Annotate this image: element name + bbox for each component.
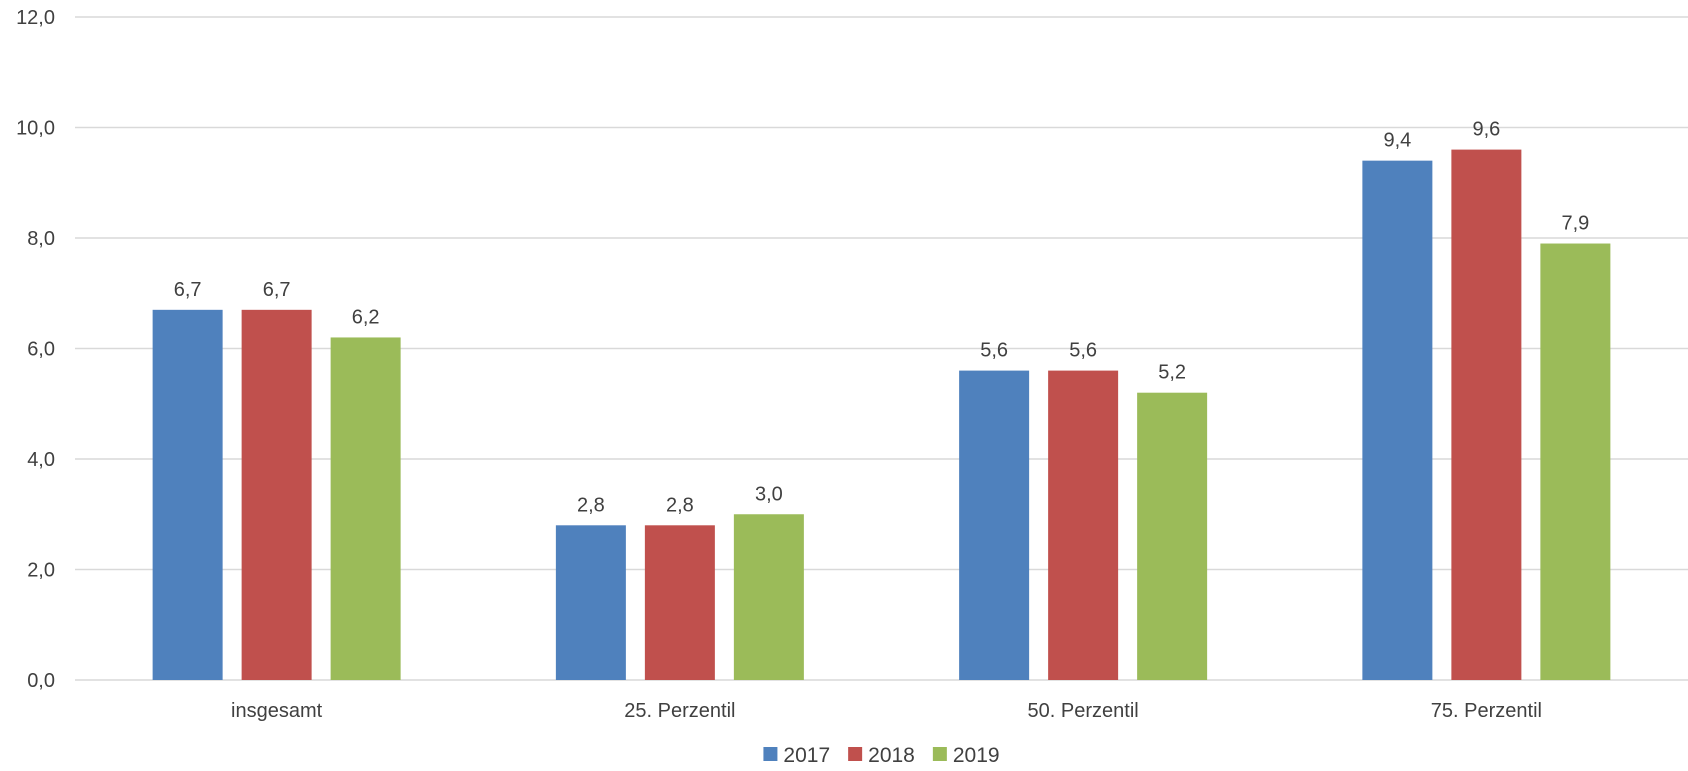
bar-2019-1	[733, 514, 804, 680]
data-labels: 6,7 6,7 6,2 2,8 2,8 3,0 5,6 5,6 5,2 9,4 9,6 7,9	[174, 119, 1590, 517]
legend: 2017 2018 2019	[763, 744, 1000, 767]
category-label: 50. Perzentil	[1028, 700, 1139, 722]
bar-2017-0	[152, 309, 223, 680]
legend-item-2017: 2017	[763, 744, 830, 767]
legend-swatch	[763, 747, 778, 761]
data-label: 9,6	[1472, 119, 1500, 141]
y-tick-label: 10,0	[16, 118, 55, 140]
bar-2018-0	[241, 309, 312, 680]
data-label: 9,4	[1383, 130, 1411, 152]
y-tick-label: 0,0	[27, 670, 55, 692]
legend-item-2019: 2019	[932, 744, 1000, 767]
bar-2019-3	[1540, 243, 1611, 680]
data-label: 5,6	[1069, 340, 1097, 362]
data-label: 6,7	[174, 279, 202, 301]
legend-item-2018: 2018	[848, 744, 915, 767]
bars	[152, 149, 1611, 681]
data-label: 5,2	[1158, 362, 1186, 384]
data-label: 2,8	[577, 494, 605, 516]
gridlines	[75, 16, 1688, 681]
bar-2017-1	[555, 525, 626, 680]
bar-2019-2	[1137, 392, 1208, 680]
data-label: 3,0	[755, 483, 783, 505]
legend-swatch	[932, 747, 947, 761]
legend-label: 2019	[953, 744, 1000, 767]
bar-2017-2	[959, 370, 1030, 680]
data-label: 5,6	[980, 340, 1008, 362]
y-tick-label: 12,0	[16, 7, 55, 29]
y-tick-label: 8,0	[27, 228, 55, 250]
category-label: 25. Perzentil	[624, 700, 735, 722]
category-label: insgesamt	[231, 700, 323, 722]
data-label: 6,2	[352, 306, 380, 328]
x-axis-category-labels: insgesamt 25. Perzentil 50. Perzentil 75. P…	[231, 700, 1542, 722]
y-axis-tick-labels: 0,0 2,0 4,0 6,0 8,0 10,0 12,0	[16, 7, 55, 692]
data-label: 6,7	[263, 279, 291, 301]
bar-2018-1	[644, 525, 715, 680]
data-label: 2,8	[666, 494, 694, 516]
bar-2018-3	[1451, 149, 1522, 681]
legend-swatch	[848, 747, 863, 761]
legend-label: 2017	[783, 744, 830, 767]
bar-2017-3	[1362, 160, 1433, 680]
y-tick-label: 6,0	[27, 339, 55, 361]
data-label: 7,9	[1561, 213, 1589, 235]
category-label: 75. Perzentil	[1431, 700, 1542, 722]
legend-label: 2018	[868, 744, 915, 767]
bar-2019-0	[330, 337, 401, 680]
y-tick-label: 2,0	[27, 560, 55, 582]
y-tick-label: 4,0	[27, 449, 55, 471]
bar-2018-2	[1048, 370, 1119, 680]
